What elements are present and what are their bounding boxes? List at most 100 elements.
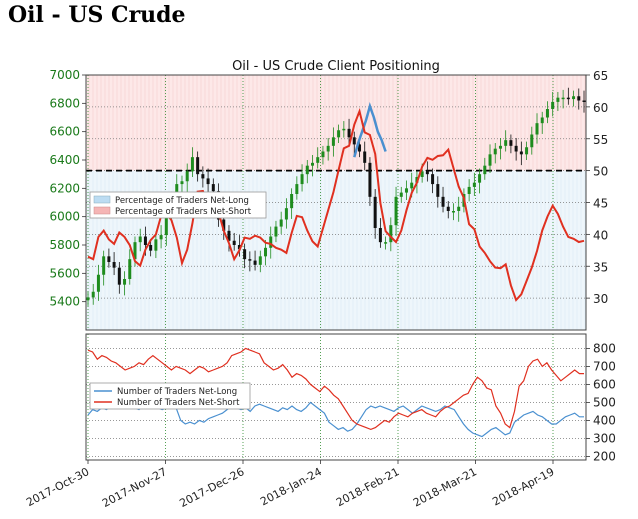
candle-body: [363, 151, 367, 163]
candle-body: [472, 182, 476, 187]
price-tick-label: 5400: [49, 295, 80, 309]
candle-body: [243, 249, 247, 260]
candle-body: [274, 226, 278, 237]
candle-body: [410, 182, 414, 189]
top-legend: Percentage of Traders Net-Long Percentag…: [89, 191, 267, 219]
count-tick-label: 700: [593, 359, 616, 373]
candle-body: [279, 219, 283, 227]
count-tick-label: 200: [593, 449, 616, 463]
candle-body: [457, 206, 461, 211]
candle-body: [211, 184, 215, 192]
legend-label-net-short-count: Number of Traders Net-Short: [117, 398, 240, 408]
price-line: [353, 102, 387, 158]
bottom-gridlines: [86, 334, 586, 460]
price-axis: 5400 5600 5800 6000 6200 6400 6600 6800 7000: [49, 68, 86, 309]
candle-body: [326, 145, 330, 152]
candle-body: [368, 162, 372, 197]
candle-body: [389, 225, 393, 243]
candle-body: [530, 134, 534, 148]
candle-body: [504, 140, 508, 146]
date-tick-label: 2017-Nov-27: [100, 465, 169, 510]
count-tick-label: 500: [593, 395, 616, 409]
top-legend-box: [89, 191, 267, 219]
count-tick-label: 600: [593, 377, 616, 391]
candle-body: [545, 109, 549, 118]
candle-body: [561, 97, 565, 100]
candle-body: [425, 171, 429, 175]
date-tick-label: 2018-Apr-19: [490, 465, 556, 508]
date-tick-label: 2017-Dec-26: [177, 465, 246, 510]
candle-body: [551, 101, 555, 109]
candle-body: [331, 137, 335, 146]
series-net-short-percentage: [87, 107, 585, 302]
candle-body: [535, 123, 539, 135]
candle-body: [102, 256, 106, 275]
candle-body: [347, 128, 351, 138]
bottom-legend-box: [89, 382, 251, 410]
percent-tick-label: 50: [593, 165, 608, 179]
date-tick-label: 2018-Mar-21: [411, 465, 479, 509]
candle-body: [138, 236, 142, 243]
net-short-region: [86, 75, 586, 171]
percent-tick-label: 45: [593, 197, 608, 211]
candle-body: [133, 242, 137, 260]
candle-body: [311, 162, 315, 166]
date-tick-label: 2018-Feb-21: [334, 465, 401, 509]
background-hatching: [88, 75, 586, 330]
candle-body: [498, 145, 502, 149]
candle-body: [493, 148, 497, 155]
candle-body: [154, 239, 158, 251]
candle-body: [321, 151, 325, 158]
date-axis: 2017-Oct-30 2017-Nov-27 2017-Dec-26 2018-Ja…: [24, 460, 556, 510]
candle-body: [149, 245, 153, 251]
price-candlesticks: [86, 87, 586, 306]
candle-body: [509, 140, 513, 146]
candle-body: [357, 144, 361, 152]
price-tick-label: 6400: [49, 153, 80, 167]
candle-body: [232, 240, 236, 245]
candle-body: [107, 256, 111, 262]
candle-body: [316, 157, 320, 163]
candle-body: [305, 165, 309, 175]
candle-body: [284, 208, 288, 220]
percent-tick-label: 40: [593, 228, 608, 242]
candle-body: [206, 178, 210, 185]
candle-body: [269, 236, 273, 248]
top-panel: Oil - US Crude Client Positioning 5400 56…: [49, 59, 608, 331]
legend-label-net-long-pct: Percentage of Traders Net-Long: [115, 196, 249, 206]
count-tick-label: 400: [593, 413, 616, 427]
candle-body: [227, 230, 231, 241]
price-tick-label: 5800: [49, 238, 80, 252]
series-net-short-count: [87, 347, 584, 431]
candle-body: [190, 157, 194, 172]
candle-body: [556, 97, 560, 102]
price-tick-label: 5600: [49, 266, 80, 280]
legend-label-net-short-pct: Percentage of Traders Net-Short: [115, 207, 252, 217]
bottom-panel: 200 300 400 500 600 700 800 Number of Traders …: [85, 333, 616, 463]
candle-body: [420, 171, 424, 177]
bottom-panel-frame: [85, 333, 587, 461]
candle-body: [96, 274, 100, 292]
candle-body: [143, 236, 147, 245]
percent-tick-label: 35: [593, 260, 608, 274]
count-tick-label: 300: [593, 431, 616, 445]
candle-body: [446, 206, 450, 211]
candle-body: [373, 196, 377, 228]
candle-body: [258, 256, 262, 265]
price-tick-label: 6800: [49, 96, 80, 110]
price-tick-label: 6200: [49, 181, 80, 195]
candle-body: [436, 184, 440, 197]
candle-body: [582, 100, 586, 102]
candle-body: [128, 259, 132, 279]
candle-body: [478, 174, 482, 183]
candle-body: [540, 117, 544, 124]
price-tick-label: 7000: [49, 68, 80, 82]
candle-body: [572, 96, 576, 100]
candle-body: [295, 184, 299, 194]
candle-body: [159, 235, 163, 240]
candle-body: [566, 97, 570, 100]
candle-body: [237, 245, 241, 250]
candle-body: [384, 242, 388, 244]
candle-body: [91, 291, 95, 298]
candle-body: [488, 154, 492, 166]
